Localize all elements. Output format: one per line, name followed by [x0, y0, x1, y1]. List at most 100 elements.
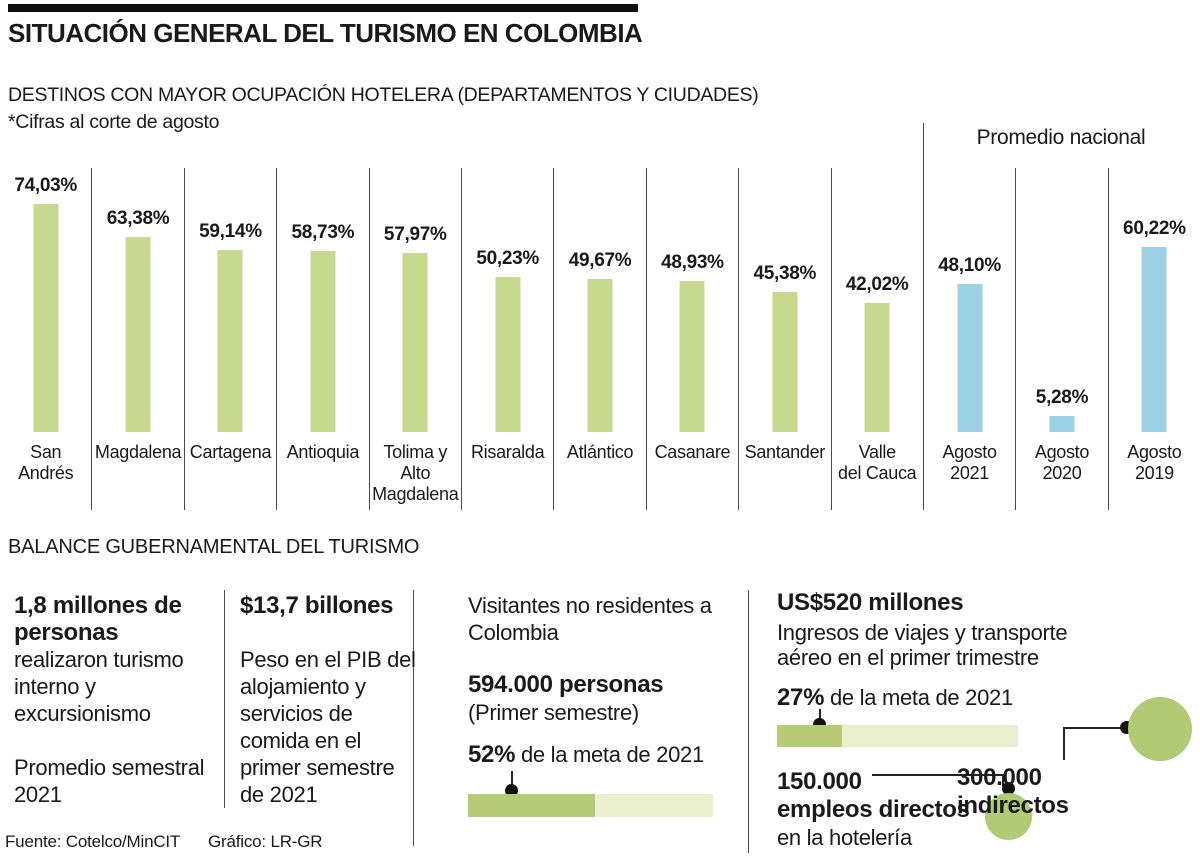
source-credit: Fuente: Cotelco/MinCIT: [5, 832, 181, 851]
stat-pib: $13,7 billones Peso en el PIB del alojam…: [240, 592, 418, 808]
bar-value-label: 59,14%: [199, 221, 262, 242]
indirect-jobs-label: indirectos: [957, 792, 1069, 819]
category-label: Antioquia: [286, 442, 360, 462]
bar: [125, 237, 151, 432]
income-progress-bar: [777, 725, 1018, 747]
category-label: San Andrés: [18, 442, 74, 483]
category-label: Cartagena: [189, 442, 272, 462]
category-label: Magdalena: [94, 442, 182, 462]
bar-value-label: 58,73%: [291, 222, 355, 243]
bar: [864, 303, 890, 432]
bar: [772, 292, 798, 432]
column-divider: [224, 590, 225, 808]
column-divider: [413, 590, 414, 846]
category-label: Valle del Cauca: [838, 442, 917, 483]
bar-value-label: 63,38%: [106, 208, 170, 229]
promedio-nacional-label: Promedio nacional: [976, 126, 1146, 149]
income-goal-line: 27% de la meta de 2021: [777, 684, 1013, 712]
visitors-stat: 594.000 personas: [468, 671, 664, 698]
callout-stem: [511, 771, 513, 786]
stat-value: 1,8 millones de personas: [14, 592, 182, 646]
stat-value: $13,7 billones: [240, 592, 394, 619]
hotel-occupancy-chart: 74,03% San Andrés 63,38% Magdalena 59,14% Cart…: [0, 168, 1200, 510]
direct-jobs-circle: [985, 793, 1032, 840]
callout-line: [1063, 727, 1123, 729]
graphic-credit: Gráfico: LR-GR: [208, 832, 323, 851]
progress-fill: [468, 794, 596, 817]
category-label: Agosto 2021: [942, 442, 997, 483]
chart-column: 5,28% Agosto 2020: [1016, 168, 1109, 510]
bar: [495, 277, 521, 432]
chart-footnote: *Cifras al corte de agosto: [8, 111, 220, 133]
chart-column: 49,67% Atlántico: [554, 168, 647, 510]
page-title: SITUACIÓN GENERAL DEL TURISMO EN COLOMBI…: [8, 18, 643, 48]
bar-value-label: 49,67%: [568, 250, 632, 271]
category-label: Agosto 2020: [1034, 442, 1090, 483]
chart-column: 42,02% Valle del Cauca: [832, 168, 924, 510]
direct-jobs-label: empleos directos: [777, 796, 970, 823]
chart-column: 59,14% Cartagena: [185, 168, 278, 510]
category-label: Tolima y Alto Magdalena: [372, 442, 459, 504]
chart-column: 48,93% Casanare: [647, 168, 740, 510]
income-description: Ingresos de viajes y transporte aéreo en…: [777, 620, 1068, 670]
bar-value-label: 57,97%: [383, 224, 447, 245]
income-goal-label: de la meta de 2021: [824, 685, 1013, 710]
chart-column: 60,22% Agosto 2019: [1109, 168, 1200, 510]
direct-jobs-sublabel: en la hotelería: [777, 825, 912, 850]
callout-line: [1063, 727, 1065, 760]
category-label: Casanare: [654, 442, 731, 462]
stat-period: Promedio semestral 2021: [14, 755, 205, 807]
promedio-section-divider: [923, 123, 924, 169]
visitors-goal-pct: 52%: [468, 741, 516, 768]
bar-value-label: 48,10%: [938, 255, 1001, 276]
indirect-jobs-value: 300.000: [957, 764, 1042, 791]
callout-line: [1002, 774, 1004, 786]
bar: [1049, 416, 1075, 432]
callout-line: [872, 774, 1004, 776]
bar-value-label: 60,22%: [1123, 218, 1186, 239]
visitors-goal-label: de la meta de 2021: [515, 742, 704, 767]
stat-domestic-tourism: 1,8 millones de personas realizaron turi…: [14, 592, 214, 808]
bar-value-label: 5,28%: [1035, 387, 1089, 408]
visitors-progress-bar: [468, 794, 713, 817]
bar: [957, 284, 983, 432]
visitors-intro: Visitantes no residentes a Colombia: [468, 593, 712, 645]
bar: [587, 279, 613, 432]
bar: [1141, 247, 1167, 432]
visitors-goal-line: 52% de la meta de 2021: [468, 741, 704, 769]
bar: [679, 281, 705, 432]
bar-value-label: 50,23%: [476, 248, 539, 269]
chart-column: 45,38% Santander: [739, 168, 832, 510]
direct-jobs-value: 150.000: [777, 768, 862, 795]
callout-dot: [505, 784, 518, 797]
callout-stem: [819, 709, 821, 721]
income-stat: US$520 millones: [777, 589, 964, 616]
bar: [402, 253, 428, 432]
chart-column: 74,03% San Andrés: [0, 168, 93, 510]
chart-column: 48,10% Agosto 2021: [924, 168, 1017, 510]
bar: [33, 204, 59, 432]
chart-column: 58,73% Antioquia: [277, 168, 370, 510]
title-accent-bar: [8, 4, 638, 12]
stat-description: Peso en el PIB del alojamiento y servici…: [240, 647, 416, 807]
category-label: Agosto 2019: [1127, 442, 1182, 483]
chart-column: 63,38% Magdalena: [92, 168, 185, 510]
category-label: Atlántico: [566, 442, 634, 462]
category-label: Risaralda: [470, 442, 545, 462]
stat-description: realizaron turismo interno y excursionis…: [14, 647, 184, 726]
bar: [217, 250, 243, 432]
callout-dot: [1002, 782, 1015, 795]
bar-value-label: 74,03%: [14, 175, 78, 196]
bar: [310, 251, 336, 432]
bar-value-label: 45,38%: [753, 263, 817, 284]
income-goal-pct: 27%: [777, 684, 825, 711]
column-divider: [748, 590, 749, 853]
progress-fill: [777, 725, 843, 747]
chart-column: 57,97% Tolima y Alto Magdalena: [370, 168, 462, 510]
category-label: Santander: [744, 442, 826, 462]
balance-heading: BALANCE GUBERNAMENTAL DEL TURISMO: [8, 536, 420, 558]
indirect-jobs-circle: [1128, 697, 1192, 761]
chart-column: 50,23% Risaralda: [462, 168, 555, 510]
bar-value-label: 48,93%: [661, 252, 724, 273]
